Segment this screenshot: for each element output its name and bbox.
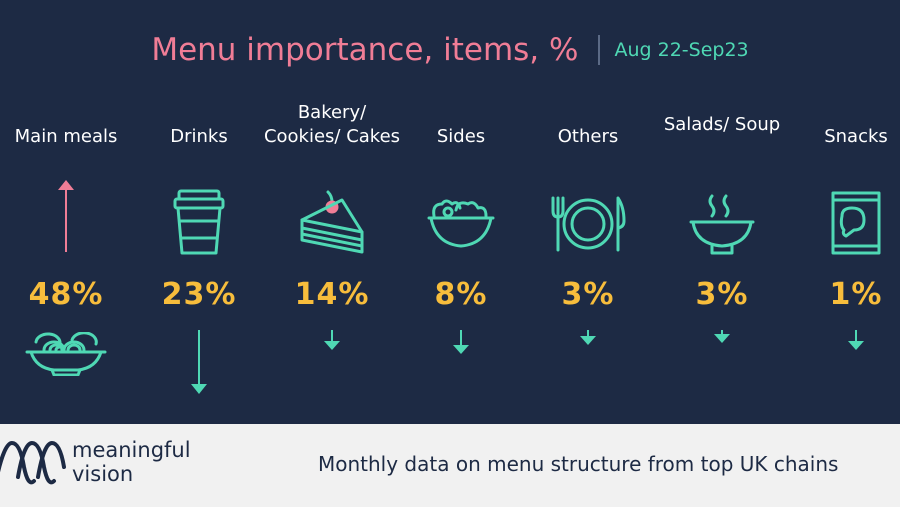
category-label: Bakery/ Cookies/ Cakes — [263, 102, 401, 147]
category-label: Salads/ Soup — [663, 114, 781, 135]
category-snacks: Snacks 1% — [786, 0, 900, 424]
category-percent: 8% — [434, 277, 488, 312]
category-percent: 23% — [161, 277, 237, 312]
category-percent: 48% — [28, 277, 104, 312]
category-drinks: Drinks 23% — [129, 0, 269, 424]
down-arrow-icon — [191, 330, 207, 394]
down-arrow-icon — [453, 330, 469, 354]
date-range: Aug 22-Sep23 — [614, 39, 749, 61]
category-label: Snacks — [824, 126, 888, 147]
plate-cutlery-icon — [551, 196, 626, 252]
down-arrow-icon — [848, 330, 864, 350]
cake-slice-icon — [300, 190, 364, 254]
category-salads-soup: Salads/ Soup 3% — [652, 0, 792, 424]
brand-line-1: meaningful — [72, 438, 191, 462]
brand-name: meaningful vision — [72, 438, 191, 486]
page-title: Menu importance, items, % — [151, 32, 579, 68]
category-percent: 3% — [561, 277, 615, 312]
category-others: Others 3% — [518, 0, 658, 424]
category-main-meals: Main meals 48% — [0, 0, 136, 424]
noodle-bowl-icon — [25, 332, 107, 376]
up-arrow-icon — [58, 180, 74, 252]
category-percent: 3% — [695, 277, 749, 312]
category-label: Drinks — [170, 126, 228, 147]
title-row: Menu importance, items, % Aug 22-Sep23 — [0, 32, 900, 68]
category-label: Main meals — [14, 126, 118, 147]
meaningful-vision-logo-icon — [0, 441, 66, 485]
infographic: Menu importance, items, % Aug 22-Sep23 Ma… — [0, 0, 900, 424]
snack-bag-icon — [831, 191, 881, 255]
down-arrow-icon — [580, 330, 596, 345]
brand-line-2: vision — [72, 462, 134, 486]
category-label: Sides — [436, 126, 486, 147]
category-label: Others — [557, 126, 619, 147]
down-arrow-icon — [714, 330, 730, 343]
footer: meaningful vision Monthly data on menu s… — [0, 424, 900, 507]
soup-bowl-icon — [689, 194, 755, 255]
category-percent: 1% — [829, 277, 883, 312]
down-arrow-icon — [324, 330, 340, 350]
category-bakery: Bakery/ Cookies/ Cakes 14% — [262, 0, 402, 424]
category-percent: 14% — [294, 277, 370, 312]
title-divider — [598, 35, 601, 65]
coffee-cup-icon — [173, 189, 225, 255]
salad-bowl-icon — [427, 199, 495, 248]
category-sides: Sides 8% — [391, 0, 531, 424]
footer-tagline: Monthly data on menu structure from top … — [318, 452, 839, 476]
